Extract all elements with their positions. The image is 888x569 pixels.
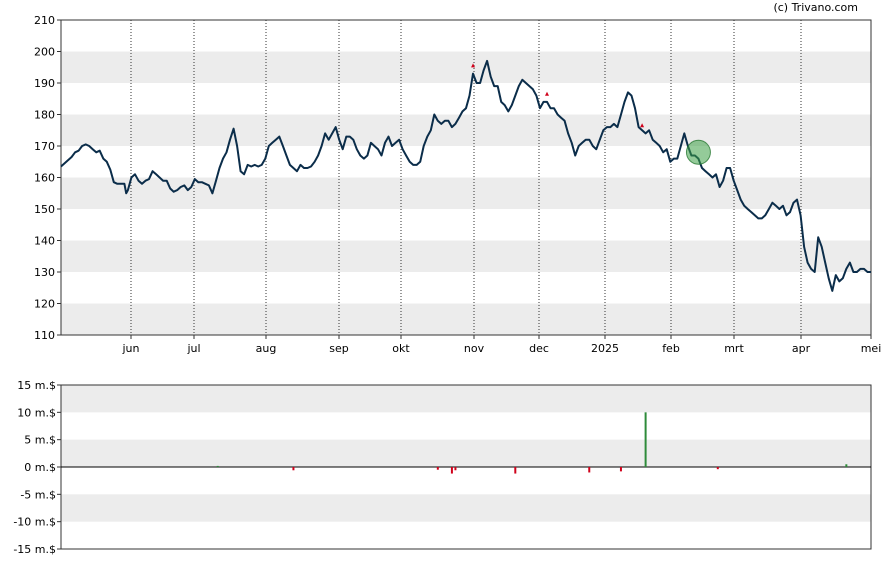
y-tick-label: 180 [34, 109, 55, 122]
x-tick-label: aug [256, 342, 277, 355]
flow-y-tick-label: 5 m.$ [24, 434, 56, 447]
y-tick-label: 170 [34, 140, 55, 153]
flow-grid-band [61, 385, 871, 413]
y-tick-label: 150 [34, 203, 55, 216]
flow-y-tick-label: 0 m.$ [24, 461, 56, 474]
y-tick-label: 120 [34, 298, 55, 311]
price-grid-band [61, 114, 871, 146]
x-tick-label: jul [186, 342, 200, 355]
flow-y-tick-label: 10 m.$ [17, 406, 56, 419]
x-tick-label: jun [122, 342, 140, 355]
price-grid-band [61, 177, 871, 209]
x-tick-label: dec [529, 342, 549, 355]
x-tick-label: mei [861, 342, 882, 355]
flow-y-tick-label: 15 m.$ [17, 379, 56, 392]
x-tick-label: mrt [724, 342, 744, 355]
price-line [60, 59, 871, 292]
x-tick-label: nov [464, 342, 485, 355]
y-tick-label: 160 [34, 172, 55, 185]
flow-y-tick-label: -5 m.$ [20, 488, 56, 501]
price-grid-band [61, 303, 871, 335]
y-tick-label: 210 [34, 14, 55, 27]
flow-grid-band [61, 494, 871, 522]
x-tick-label: apr [792, 342, 811, 355]
y-tick-label: 110 [34, 329, 55, 342]
flow-y-tick-label: -10 m.$ [13, 516, 56, 529]
price-plot-frame [60, 19, 872, 336]
flow-y-tick-label: -15 m.$ [13, 543, 56, 556]
x-tick-label: feb [662, 342, 680, 355]
y-tick-label: 140 [34, 235, 55, 248]
sell-arrow-marker [545, 91, 549, 96]
x-tick-label: sep [329, 342, 348, 355]
credit-text: (c) Trivano.com [773, 1, 858, 14]
flow-grid-band [61, 439, 871, 467]
x-tick-label: 2025 [591, 342, 619, 355]
price-grid-band [61, 240, 871, 272]
signal-circle-marker [685, 139, 711, 165]
y-tick-label: 190 [34, 77, 55, 90]
price-grid-band [61, 51, 871, 83]
y-tick-label: 130 [34, 266, 55, 279]
x-tick-label: okt [392, 342, 410, 355]
y-tick-label: 200 [34, 46, 55, 59]
sell-arrow-marker [640, 123, 645, 128]
sell-arrow-marker [471, 63, 476, 68]
